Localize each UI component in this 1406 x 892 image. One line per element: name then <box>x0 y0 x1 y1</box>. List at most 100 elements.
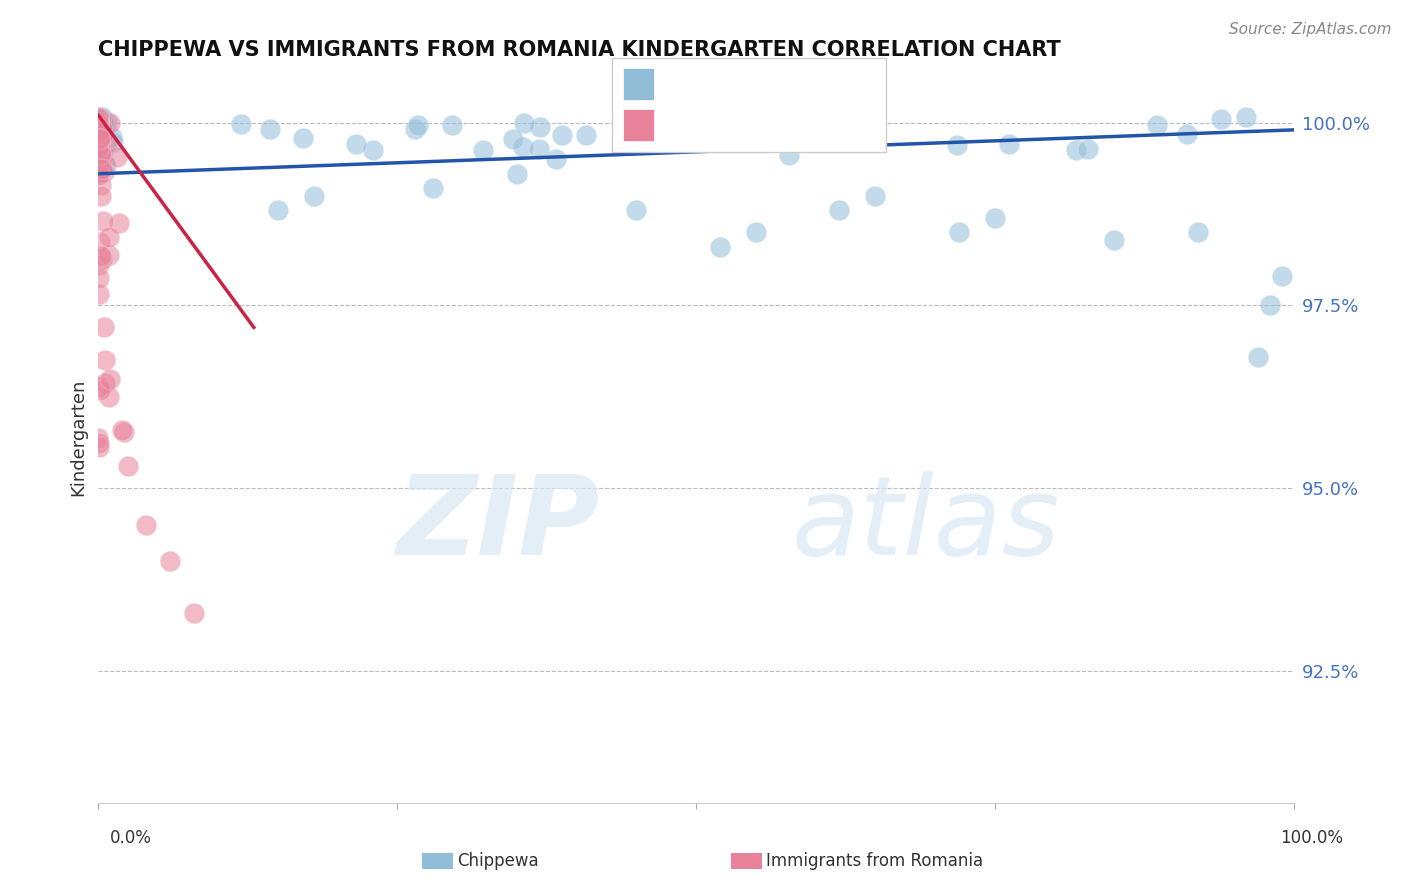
Point <box>93 120 115 134</box>
Point <box>89 141 111 155</box>
Point <box>87 144 110 158</box>
Point <box>87 125 110 139</box>
Point <box>1146 118 1168 132</box>
Point <box>89 123 111 137</box>
Point <box>87 122 110 136</box>
Point <box>87 157 110 171</box>
Text: 100.0%: 100.0% <box>1279 829 1343 847</box>
Point <box>89 158 111 172</box>
Point <box>90 159 112 173</box>
Point <box>709 240 731 254</box>
Point <box>87 431 110 445</box>
Point <box>89 148 111 162</box>
Point <box>87 141 110 155</box>
Text: Source: ZipAtlas.com: Source: ZipAtlas.com <box>1229 22 1392 37</box>
Point <box>91 162 114 177</box>
Point <box>89 271 111 285</box>
Point <box>827 122 849 136</box>
Point <box>89 152 111 166</box>
Point <box>472 143 495 157</box>
Point <box>1175 127 1198 141</box>
Point <box>91 214 114 228</box>
Point <box>513 116 536 130</box>
Text: ZIP: ZIP <box>396 471 600 578</box>
Text: Chippewa: Chippewa <box>457 852 538 870</box>
Point <box>89 138 111 153</box>
Point <box>1076 142 1098 156</box>
Point <box>89 137 111 152</box>
Point <box>101 135 124 149</box>
Point <box>94 376 117 390</box>
Point <box>101 130 124 145</box>
Point <box>87 136 110 151</box>
Point <box>87 115 110 129</box>
Point <box>1234 110 1257 124</box>
Point <box>87 126 110 140</box>
Point <box>89 161 111 175</box>
Text: R = 0.170: R = 0.170 <box>662 75 752 93</box>
Point <box>96 159 118 173</box>
Point <box>87 141 110 155</box>
Point <box>117 459 139 474</box>
Point <box>90 252 112 267</box>
Point <box>87 156 110 170</box>
Point <box>90 132 112 146</box>
Point <box>135 517 157 532</box>
Point <box>87 115 110 129</box>
Point <box>97 229 120 244</box>
Point <box>87 120 110 134</box>
Point <box>87 153 110 167</box>
Point <box>89 379 111 393</box>
Text: R = 0.537: R = 0.537 <box>662 116 752 134</box>
Point <box>93 164 115 178</box>
Point <box>87 141 110 155</box>
Point <box>408 118 430 132</box>
Point <box>93 320 115 334</box>
Point <box>745 225 768 239</box>
Point <box>89 112 111 126</box>
Point <box>91 114 114 128</box>
Point <box>551 128 574 143</box>
Point <box>89 436 111 450</box>
Point <box>90 249 112 263</box>
Point <box>98 116 121 130</box>
Point <box>87 153 110 167</box>
Point <box>87 117 110 131</box>
Point <box>87 119 110 133</box>
Point <box>90 122 112 136</box>
Point <box>90 111 112 125</box>
Point <box>440 118 463 132</box>
Point <box>89 144 111 158</box>
Point <box>159 554 181 568</box>
Point <box>546 152 568 166</box>
Point <box>87 110 110 124</box>
Point <box>87 111 110 125</box>
Point <box>87 287 110 301</box>
Point <box>96 115 118 129</box>
Point <box>361 144 384 158</box>
Point <box>1104 233 1126 247</box>
Point <box>91 131 114 145</box>
Point <box>502 132 524 146</box>
Point <box>1064 143 1087 157</box>
Point <box>87 440 110 454</box>
Point <box>90 147 112 161</box>
Point <box>93 353 115 368</box>
Point <box>105 150 128 164</box>
Point <box>93 127 115 141</box>
Point <box>1258 298 1281 312</box>
Point <box>89 148 111 162</box>
Point <box>87 136 110 151</box>
Point <box>90 128 112 143</box>
Point <box>948 225 970 239</box>
Point <box>87 122 110 136</box>
Point <box>344 136 367 151</box>
Point <box>91 112 114 126</box>
Point <box>87 149 110 163</box>
Point <box>90 111 112 125</box>
Text: N = 106: N = 106 <box>773 75 848 93</box>
Point <box>87 151 110 165</box>
Point <box>89 130 111 145</box>
Y-axis label: Kindergarten: Kindergarten <box>69 378 87 496</box>
Point <box>89 132 111 146</box>
